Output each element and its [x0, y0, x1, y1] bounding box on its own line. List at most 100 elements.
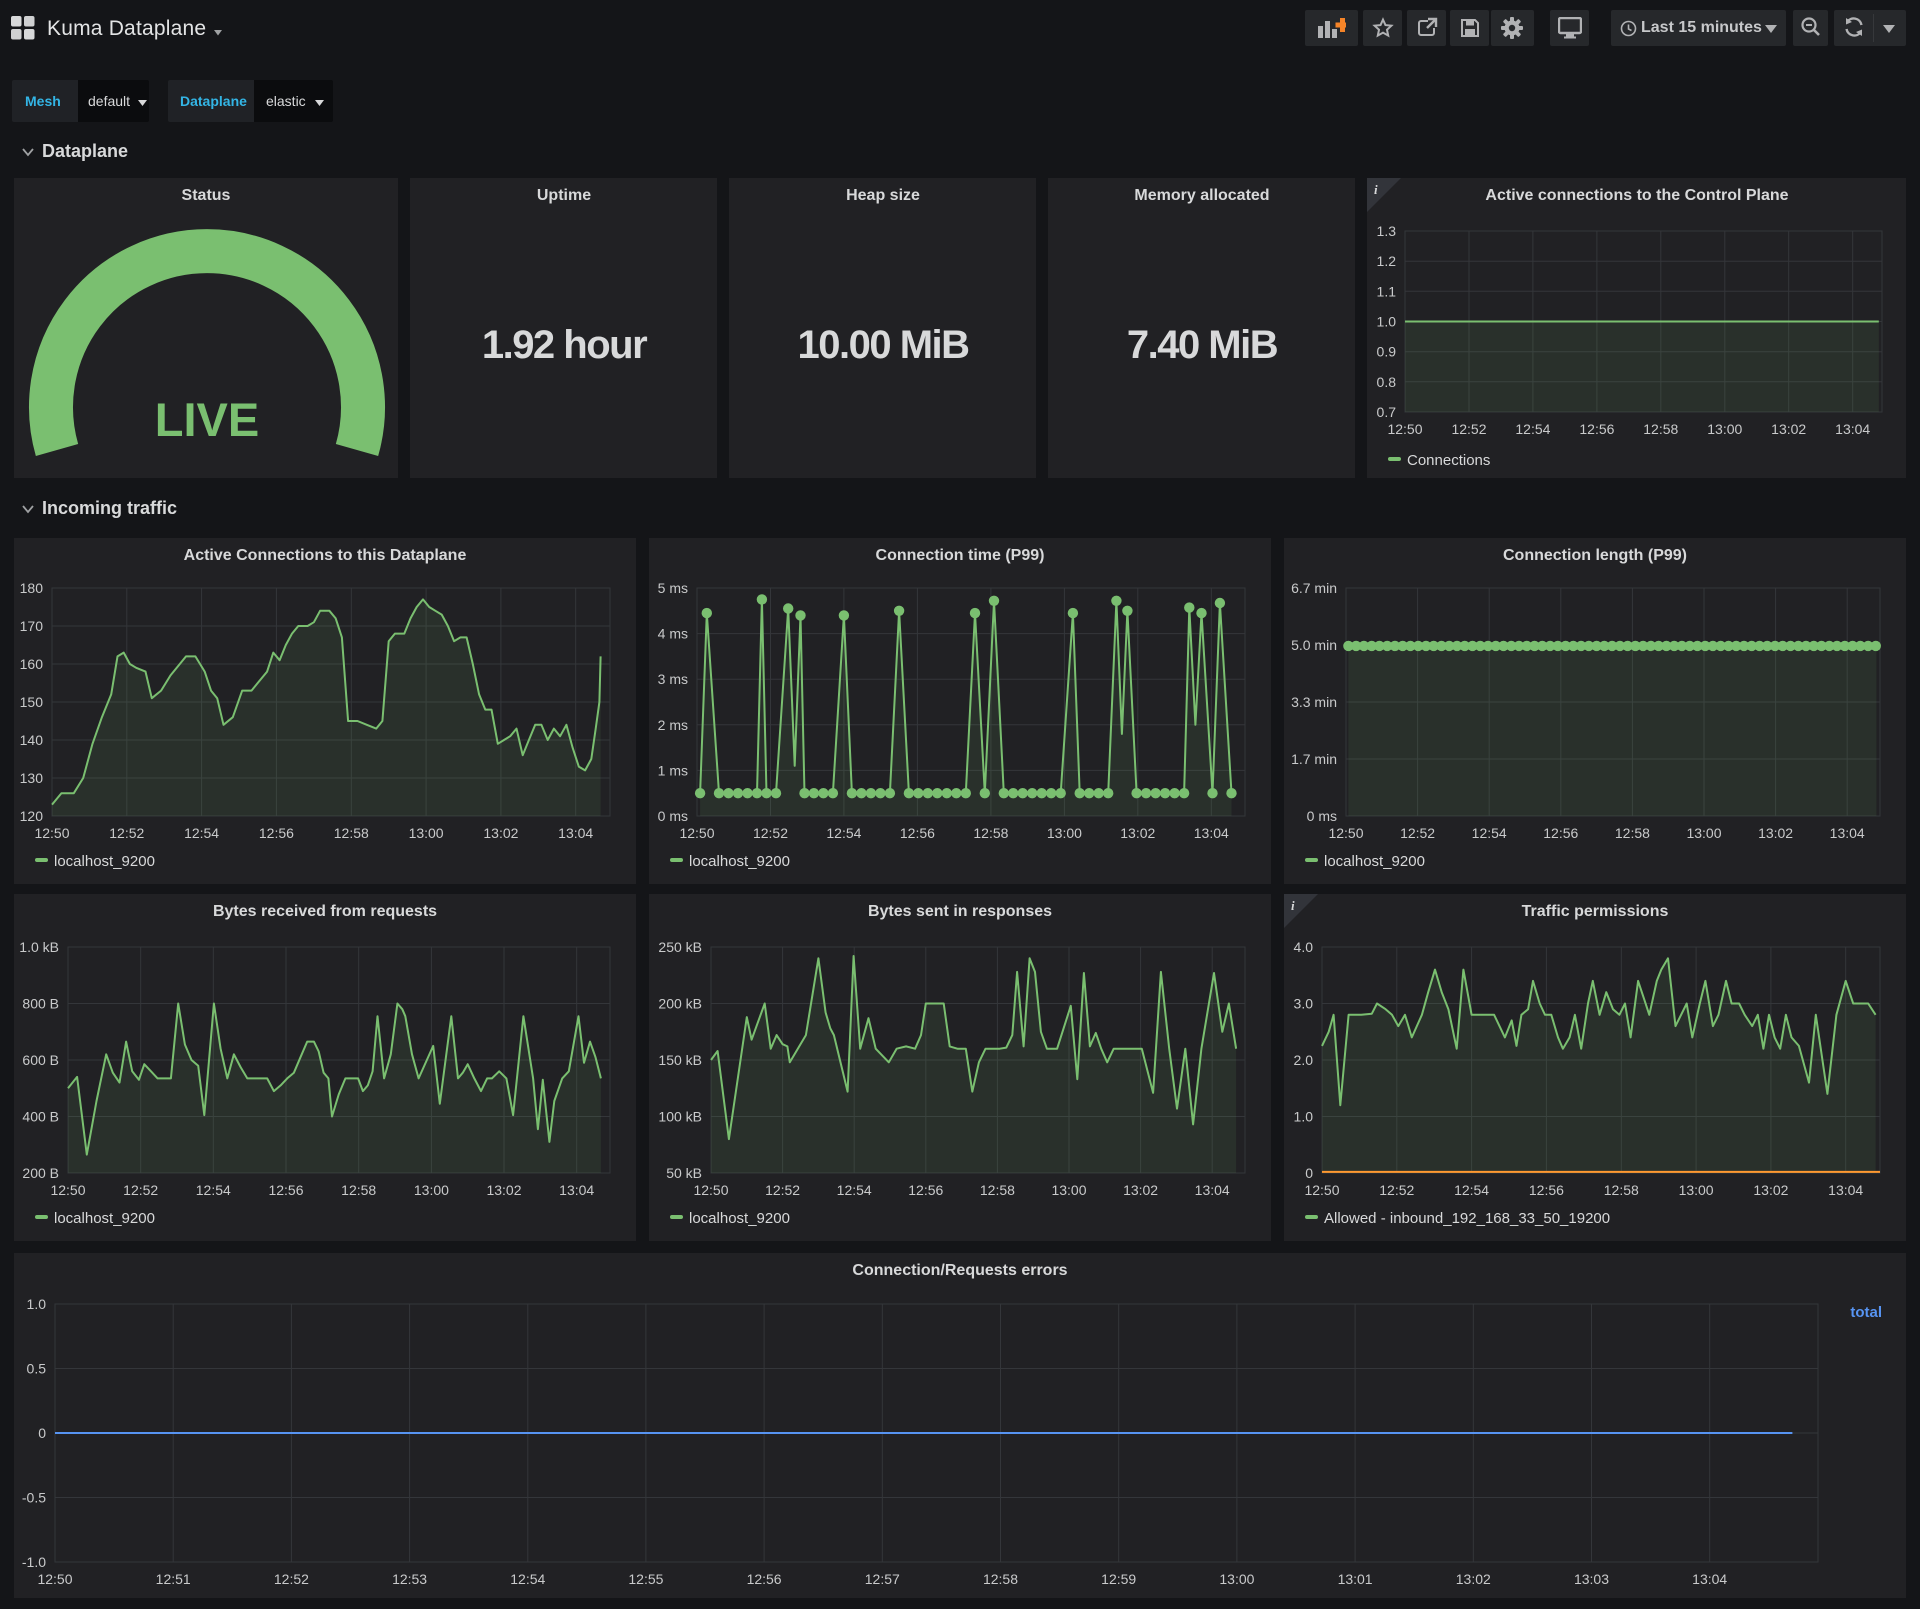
svg-text:400 B: 400 B	[22, 1109, 59, 1125]
svg-text:1.0: 1.0	[27, 1296, 47, 1312]
svg-text:3 ms: 3 ms	[658, 671, 688, 687]
svg-text:2.0: 2.0	[1294, 1052, 1314, 1068]
svg-text:100 kB: 100 kB	[658, 1109, 702, 1125]
svg-text:1.0: 1.0	[1294, 1109, 1314, 1125]
svg-text:3.3 min: 3.3 min	[1291, 694, 1337, 710]
svg-text:1 ms: 1 ms	[658, 762, 688, 778]
svg-text:Connection/Requests errors: Connection/Requests errors	[852, 1262, 1067, 1279]
svg-text:3.0: 3.0	[1294, 996, 1314, 1012]
svg-text:13:04: 13:04	[558, 825, 593, 841]
svg-text:50 kB: 50 kB	[666, 1165, 702, 1181]
svg-text:13:00: 13:00	[1707, 421, 1742, 437]
svg-text:13:00: 13:00	[1047, 825, 1082, 841]
svg-text:130: 130	[20, 770, 44, 786]
svg-text:6.7 min: 6.7 min	[1291, 580, 1337, 596]
svg-text:13:02: 13:02	[1758, 825, 1793, 841]
svg-text:Memory allocated: Memory allocated	[1134, 187, 1269, 204]
svg-text:1.1: 1.1	[1377, 283, 1397, 299]
svg-text:12:52: 12:52	[1451, 421, 1486, 437]
svg-text:12:50: 12:50	[34, 825, 69, 841]
svg-text:1.0 kB: 1.0 kB	[19, 939, 59, 955]
svg-text:12:58: 12:58	[983, 1571, 1018, 1587]
svg-text:12:54: 12:54	[196, 1182, 231, 1198]
svg-text:13:00: 13:00	[1051, 1182, 1086, 1198]
svg-text:12:56: 12:56	[259, 825, 294, 841]
svg-text:13:00: 13:00	[1686, 825, 1721, 841]
svg-text:13:04: 13:04	[1692, 1571, 1727, 1587]
svg-text:12:52: 12:52	[765, 1182, 800, 1198]
svg-text:13:04: 13:04	[1194, 825, 1229, 841]
svg-text:5.0 min: 5.0 min	[1291, 637, 1337, 653]
svg-text:1.0: 1.0	[1377, 314, 1397, 330]
svg-text:13:02: 13:02	[1753, 1182, 1788, 1198]
svg-text:12:59: 12:59	[1101, 1571, 1136, 1587]
svg-text:12:50: 12:50	[1328, 825, 1363, 841]
svg-text:1.92 hour: 1.92 hour	[482, 323, 647, 367]
svg-text:600 B: 600 B	[22, 1052, 59, 1068]
svg-text:4 ms: 4 ms	[658, 626, 688, 642]
svg-text:12:58: 12:58	[973, 825, 1008, 841]
svg-text:0 ms: 0 ms	[1307, 808, 1337, 824]
svg-text:12:50: 12:50	[693, 1182, 728, 1198]
svg-text:10.00 MiB: 10.00 MiB	[797, 323, 969, 367]
svg-text:12:58: 12:58	[1615, 825, 1650, 841]
svg-text:12:54: 12:54	[510, 1571, 545, 1587]
svg-text:0.5: 0.5	[27, 1361, 47, 1377]
svg-text:12:50: 12:50	[679, 825, 714, 841]
svg-text:12:56: 12:56	[900, 825, 935, 841]
svg-text:12:56: 12:56	[747, 1571, 782, 1587]
svg-text:localhost_9200: localhost_9200	[1324, 853, 1425, 870]
svg-text:Connection time (P99): Connection time (P99)	[876, 547, 1045, 564]
svg-text:13:02: 13:02	[483, 825, 518, 841]
svg-text:250 kB: 250 kB	[658, 939, 702, 955]
svg-text:i: i	[1291, 898, 1295, 913]
svg-text:12:58: 12:58	[1643, 421, 1678, 437]
svg-text:LIVE: LIVE	[155, 393, 259, 446]
svg-text:12:58: 12:58	[980, 1182, 1015, 1198]
svg-text:12:52: 12:52	[109, 825, 144, 841]
svg-text:1.2: 1.2	[1377, 253, 1397, 269]
svg-text:150: 150	[20, 694, 44, 710]
svg-text:12:50: 12:50	[1304, 1182, 1339, 1198]
svg-text:0: 0	[38, 1425, 46, 1441]
svg-text:Bytes sent in responses: Bytes sent in responses	[868, 903, 1052, 920]
svg-text:12:56: 12:56	[268, 1182, 303, 1198]
svg-text:12:52: 12:52	[274, 1571, 309, 1587]
svg-text:0.8: 0.8	[1377, 374, 1397, 390]
svg-text:Connection length (P99): Connection length (P99)	[1503, 547, 1687, 564]
svg-text:12:52: 12:52	[123, 1182, 158, 1198]
svg-text:12:54: 12:54	[1515, 421, 1550, 437]
svg-text:13:04: 13:04	[559, 1182, 594, 1198]
svg-text:13:00: 13:00	[1679, 1182, 1714, 1198]
svg-text:Active connections to the Cont: Active connections to the Control Plane	[1485, 187, 1788, 204]
svg-text:localhost_9200: localhost_9200	[54, 1210, 155, 1227]
svg-text:4.0: 4.0	[1294, 939, 1314, 955]
svg-text:120: 120	[20, 808, 44, 824]
svg-text:2 ms: 2 ms	[658, 717, 688, 733]
svg-text:0: 0	[1305, 1165, 1313, 1181]
svg-text:13:04: 13:04	[1830, 825, 1865, 841]
svg-text:200 kB: 200 kB	[658, 996, 702, 1012]
svg-text:12:52: 12:52	[1379, 1182, 1414, 1198]
svg-text:12:51: 12:51	[156, 1571, 191, 1587]
svg-text:localhost_9200: localhost_9200	[54, 853, 155, 870]
svg-text:13:02: 13:02	[1456, 1571, 1491, 1587]
svg-text:Traffic permissions: Traffic permissions	[1522, 903, 1669, 920]
svg-text:13:04: 13:04	[1835, 421, 1870, 437]
svg-text:12:57: 12:57	[865, 1571, 900, 1587]
svg-text:13:02: 13:02	[1123, 1182, 1158, 1198]
svg-text:0 ms: 0 ms	[658, 808, 688, 824]
svg-text:13:04: 13:04	[1828, 1182, 1863, 1198]
svg-text:localhost_9200: localhost_9200	[689, 1210, 790, 1227]
svg-text:13:04: 13:04	[1195, 1182, 1230, 1198]
svg-text:180: 180	[20, 580, 44, 596]
svg-text:12:52: 12:52	[753, 825, 788, 841]
svg-text:12:54: 12:54	[184, 825, 219, 841]
svg-text:13:00: 13:00	[1219, 1571, 1254, 1587]
svg-text:12:50: 12:50	[37, 1571, 72, 1587]
svg-text:13:00: 13:00	[409, 825, 444, 841]
svg-text:Allowed - inbound_192_168_33_5: Allowed - inbound_192_168_33_50_19200	[1324, 1210, 1610, 1227]
svg-text:0.7: 0.7	[1377, 404, 1397, 420]
svg-text:Uptime: Uptime	[537, 187, 591, 204]
svg-text:12:58: 12:58	[334, 825, 369, 841]
